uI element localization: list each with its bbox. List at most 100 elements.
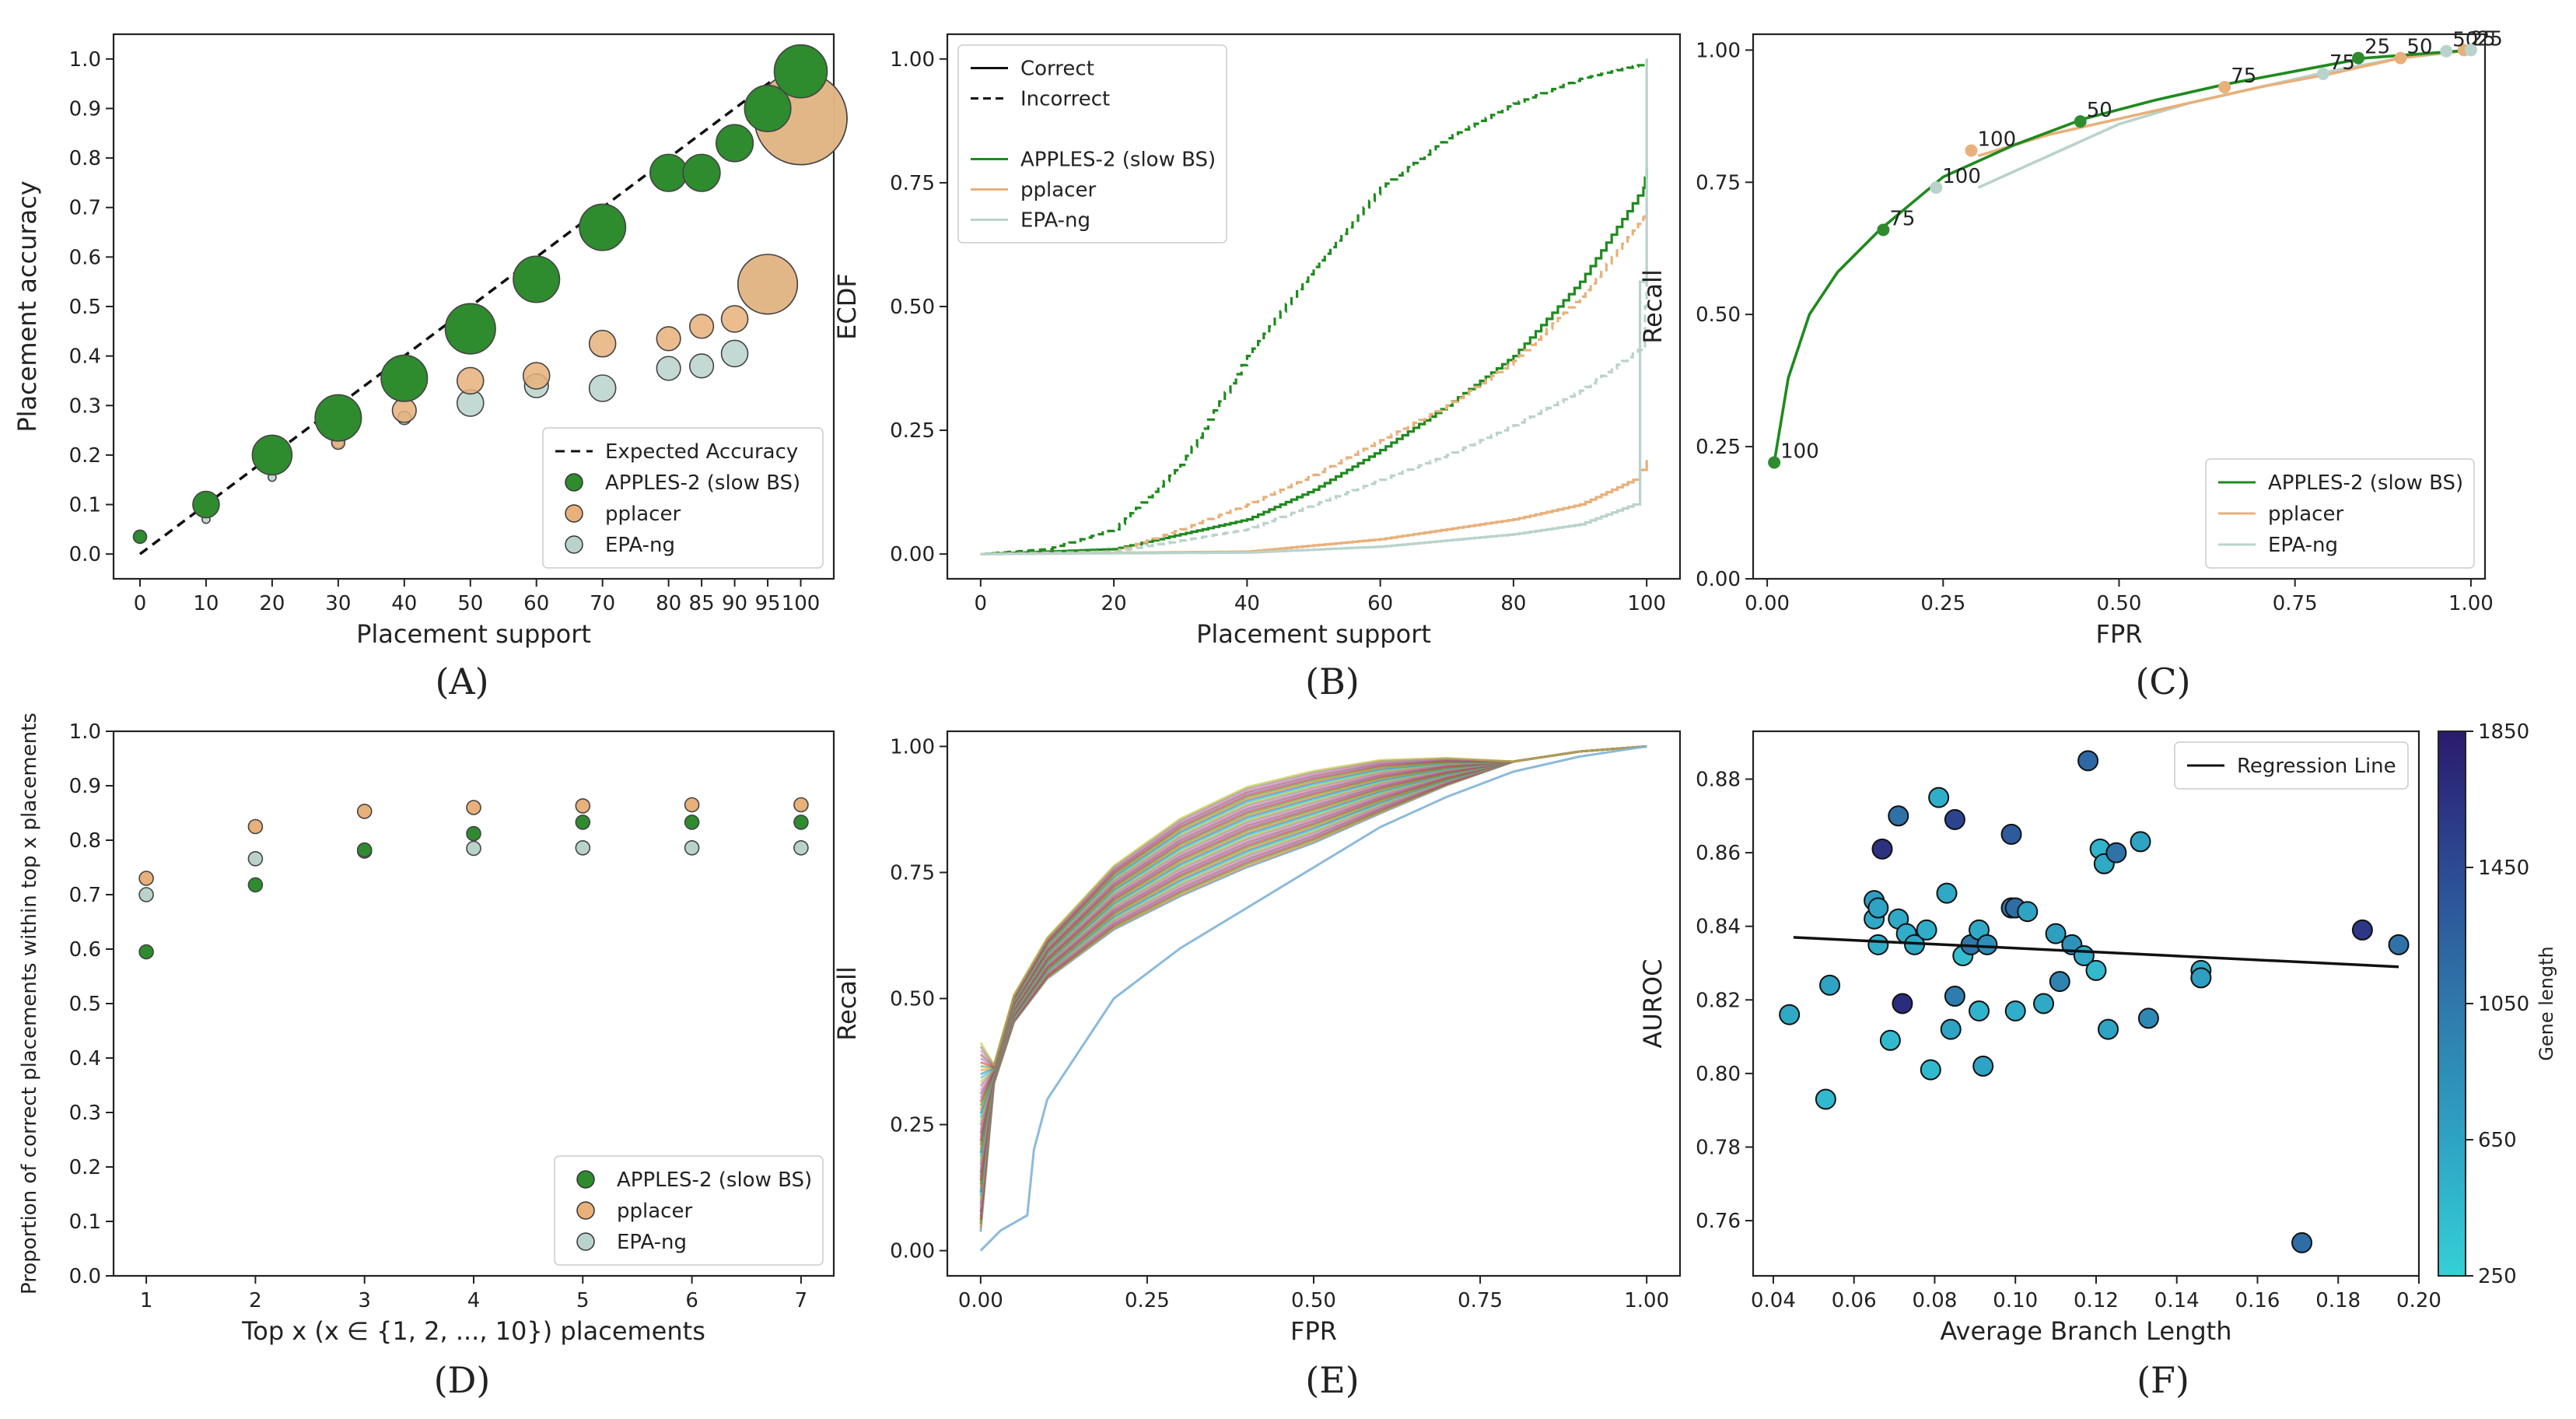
y-tick-label: 0.1	[69, 494, 101, 517]
panel-label-f: (F)	[2137, 1359, 2189, 1401]
panel-a: 0 10 20 30 40 50 60 70 80 85 90 95 100 0.0 0.1 0.2 0.3 0.…	[12, 33, 848, 649]
y-tick-label: 0.1	[69, 1211, 101, 1234]
y-tick-label: 0.3	[69, 1102, 101, 1125]
data-point	[737, 254, 799, 315]
threshold-label: 75	[2329, 51, 2355, 75]
panel-label-e: (E)	[1305, 1359, 1359, 1401]
legend-swatch	[565, 535, 583, 554]
x-tick-label: 0.16	[2235, 1289, 2280, 1312]
threshold-label: 25	[2364, 36, 2390, 59]
y-tick-label: 0.4	[69, 345, 101, 369]
x-tick-label: 80	[656, 592, 681, 615]
x-tick-label: 0.25	[1125, 1289, 1170, 1312]
y-tick-label: 0.25	[890, 419, 935, 443]
data-point	[656, 356, 681, 381]
y-tick-label: 0.8	[69, 829, 101, 853]
legend: Regression Line	[2174, 741, 2409, 790]
data-point	[380, 354, 429, 402]
y-tick-label: 0.76	[1696, 1210, 1741, 1233]
data-point	[2000, 823, 2022, 845]
colorbar-label: Gene length	[2536, 946, 2557, 1060]
panel-label-d: (D)	[434, 1359, 491, 1401]
x-tick-label: 0.20	[2396, 1289, 2441, 1312]
data-point	[1944, 986, 1965, 1007]
data-point	[649, 153, 688, 192]
threshold-marker	[2464, 44, 2477, 57]
legend-label: Correct	[1020, 58, 1094, 81]
y-axis-label: Placement accuracy	[12, 180, 42, 432]
y-tick-label: 1.0	[69, 720, 101, 744]
data-point	[688, 353, 715, 379]
x-tick-label: 7	[795, 1289, 808, 1312]
y-tick-label: 0.00	[1696, 568, 1741, 591]
x-tick-label: 60	[1367, 592, 1393, 615]
threshold-marker	[1877, 223, 1890, 236]
x-tick-label: 20	[1101, 592, 1127, 615]
x-tick-label: 1.00	[2448, 592, 2494, 615]
legend-label: Regression Line	[2237, 755, 2396, 778]
threshold-label: 50	[2087, 99, 2112, 122]
y-tick-label: 1.0	[69, 48, 101, 72]
y-tick-label: 0.2	[69, 444, 101, 468]
y-tick-label: 0.50	[1696, 303, 1741, 327]
data-point	[251, 434, 293, 476]
x-tick-label: 0.75	[1458, 1289, 1503, 1312]
data-point	[1940, 1018, 1962, 1040]
legend-label: APPLES-2 (slow BS)	[1020, 149, 1216, 172]
x-tick-label: 0.00	[958, 1289, 1003, 1312]
data-point	[2045, 923, 2067, 944]
legend-box	[2174, 741, 2409, 790]
data-point	[2049, 971, 2070, 993]
legend-box	[554, 1155, 824, 1266]
x-tick-label: 30	[325, 592, 351, 615]
x-tick-label: 80	[1500, 592, 1526, 615]
legend-label: EPA-ng	[617, 1231, 687, 1254]
threshold-marker	[2316, 67, 2329, 80]
threshold-label: 100	[1942, 165, 1981, 188]
data-point	[684, 840, 700, 856]
data-point	[1888, 805, 1909, 827]
x-tick-label: 0.50	[1291, 1289, 1336, 1312]
y-tick-label: 0.25	[1696, 436, 1741, 459]
y-tick-label: 0.00	[890, 543, 935, 566]
y-tick-label: 0.50	[890, 296, 935, 319]
x-tick-label: 50	[457, 592, 483, 615]
data-point	[744, 84, 792, 133]
threshold-label: 50	[2406, 36, 2432, 59]
panel-c: 0.00 0.25 0.50 0.75 1.00 0.00 0.25 0.50 0.75 1.00…	[1638, 27, 2503, 649]
data-point	[1916, 919, 1937, 941]
data-point	[2085, 959, 2107, 981]
legend-label: pplacer	[2268, 503, 2343, 526]
y-tick-label: 0.6	[69, 246, 101, 269]
threshold-label: 75	[2231, 65, 2256, 88]
x-tick-label: 0.25	[1920, 592, 1965, 615]
panel-label-a: (A)	[435, 660, 488, 702]
x-axis-label: Placement support	[356, 619, 591, 649]
x-tick-label: 100	[1627, 592, 1666, 615]
y-tick-label: 0.80	[1696, 1063, 1741, 1086]
data-point	[2004, 1000, 2026, 1021]
y-tick-label: 0.75	[1696, 171, 1741, 194]
data-point	[2077, 750, 2099, 772]
threshold-label: 100	[1977, 128, 2016, 152]
data-point	[575, 840, 591, 856]
ecdf-line	[980, 58, 1648, 555]
ecdf-line	[980, 207, 1648, 555]
data-point	[138, 887, 154, 902]
data-point	[1944, 809, 1965, 831]
data-point	[793, 840, 809, 856]
data-point	[1892, 993, 1913, 1014]
y-tick-label: 0.82	[1696, 989, 1741, 1012]
threshold-label: 100	[1780, 440, 1819, 463]
data-point	[1936, 882, 1958, 904]
x-tick-label: 85	[689, 592, 715, 615]
legend-swatch	[565, 504, 583, 523]
y-tick-label: 1.00	[890, 735, 935, 759]
x-tick-label: 0.12	[2074, 1289, 2119, 1312]
data-point	[773, 44, 828, 99]
legend-label: Expected Accuracy	[605, 440, 798, 464]
y-axis-label: ECDF	[832, 273, 862, 340]
x-axis-label: Average Branch Length	[1941, 1316, 2232, 1346]
data-point	[1867, 934, 1889, 955]
colorbar: 250 650 1050 1450 1850 Gene length	[2438, 720, 2557, 1288]
